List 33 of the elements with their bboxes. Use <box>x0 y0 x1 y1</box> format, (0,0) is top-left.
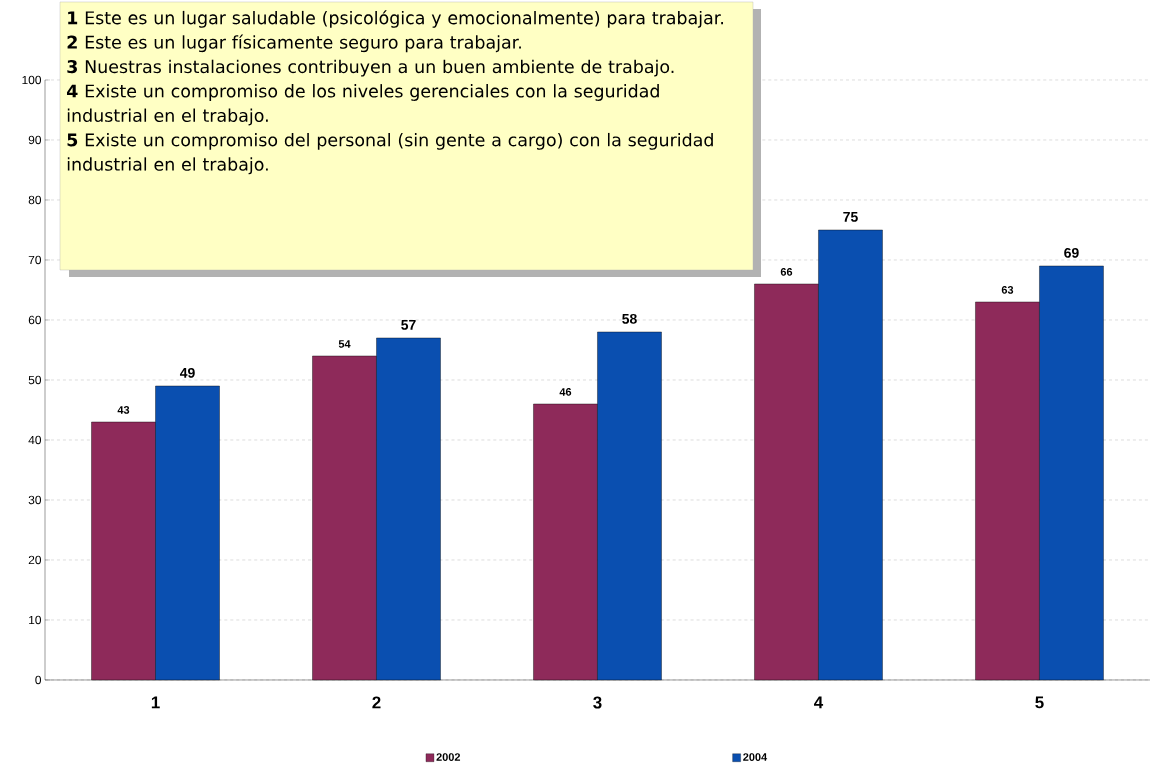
annotation: 5 Existe un compromiso del personal (sin gente a cargo) con la seguridad industrial en el trabajo. <box>67 132 713 175</box>
data-label: 43 <box>117 406 130 414</box>
y-tick-label: 100 <box>22 75 42 85</box>
y-tick-label: 40 <box>28 435 42 445</box>
data-label: 49 <box>179 367 195 378</box>
y-tick-label: 50 <box>28 375 42 385</box>
text: 3 Nuestras instalaciones contribuyen a un buen ambiente de trabajo. <box>67 59 674 77</box>
data-label: 57 <box>401 320 416 330</box>
text: 1 Este es un lugar saludable (psicológica y emocionalmente) para trabajar. <box>68 10 723 28</box>
text: 2 Este es un lugar físicamente seguro para trabajar. <box>67 34 521 53</box>
legend-label: 2004 <box>743 753 768 761</box>
x-tick-label: 2 <box>372 696 381 709</box>
y-tick-label: 30 <box>28 495 42 505</box>
y-tick-label: 20 <box>28 555 42 565</box>
legend-label: 2002 <box>436 753 461 761</box>
y-tick-label: 80 <box>28 195 42 205</box>
data-label: 69 <box>1064 247 1079 258</box>
data-label: 66 <box>780 268 793 276</box>
data-label: 54 <box>338 340 351 348</box>
data-label: 46 <box>559 388 572 396</box>
y-tick-label: 60 <box>28 315 42 325</box>
data-label: 75 <box>843 212 858 222</box>
x-tick-label: 5 <box>1035 696 1044 709</box>
data-label: 63 <box>1001 286 1014 294</box>
x-tick-label: 3 <box>593 696 602 709</box>
y-tick-label: 10 <box>29 615 42 625</box>
x-tick-label: 1 <box>151 696 160 709</box>
y-tick-label: 0 <box>35 675 42 685</box>
x-tick-label: 4 <box>814 696 824 709</box>
y-tick-label: 90 <box>28 135 42 145</box>
y-tick-label: 70 <box>28 255 42 265</box>
annotation: 4 Existe un compromiso de los niveles gerenciales con la seguridad industrial en el trabajo. <box>66 84 659 126</box>
data-label: 58 <box>622 313 637 324</box>
